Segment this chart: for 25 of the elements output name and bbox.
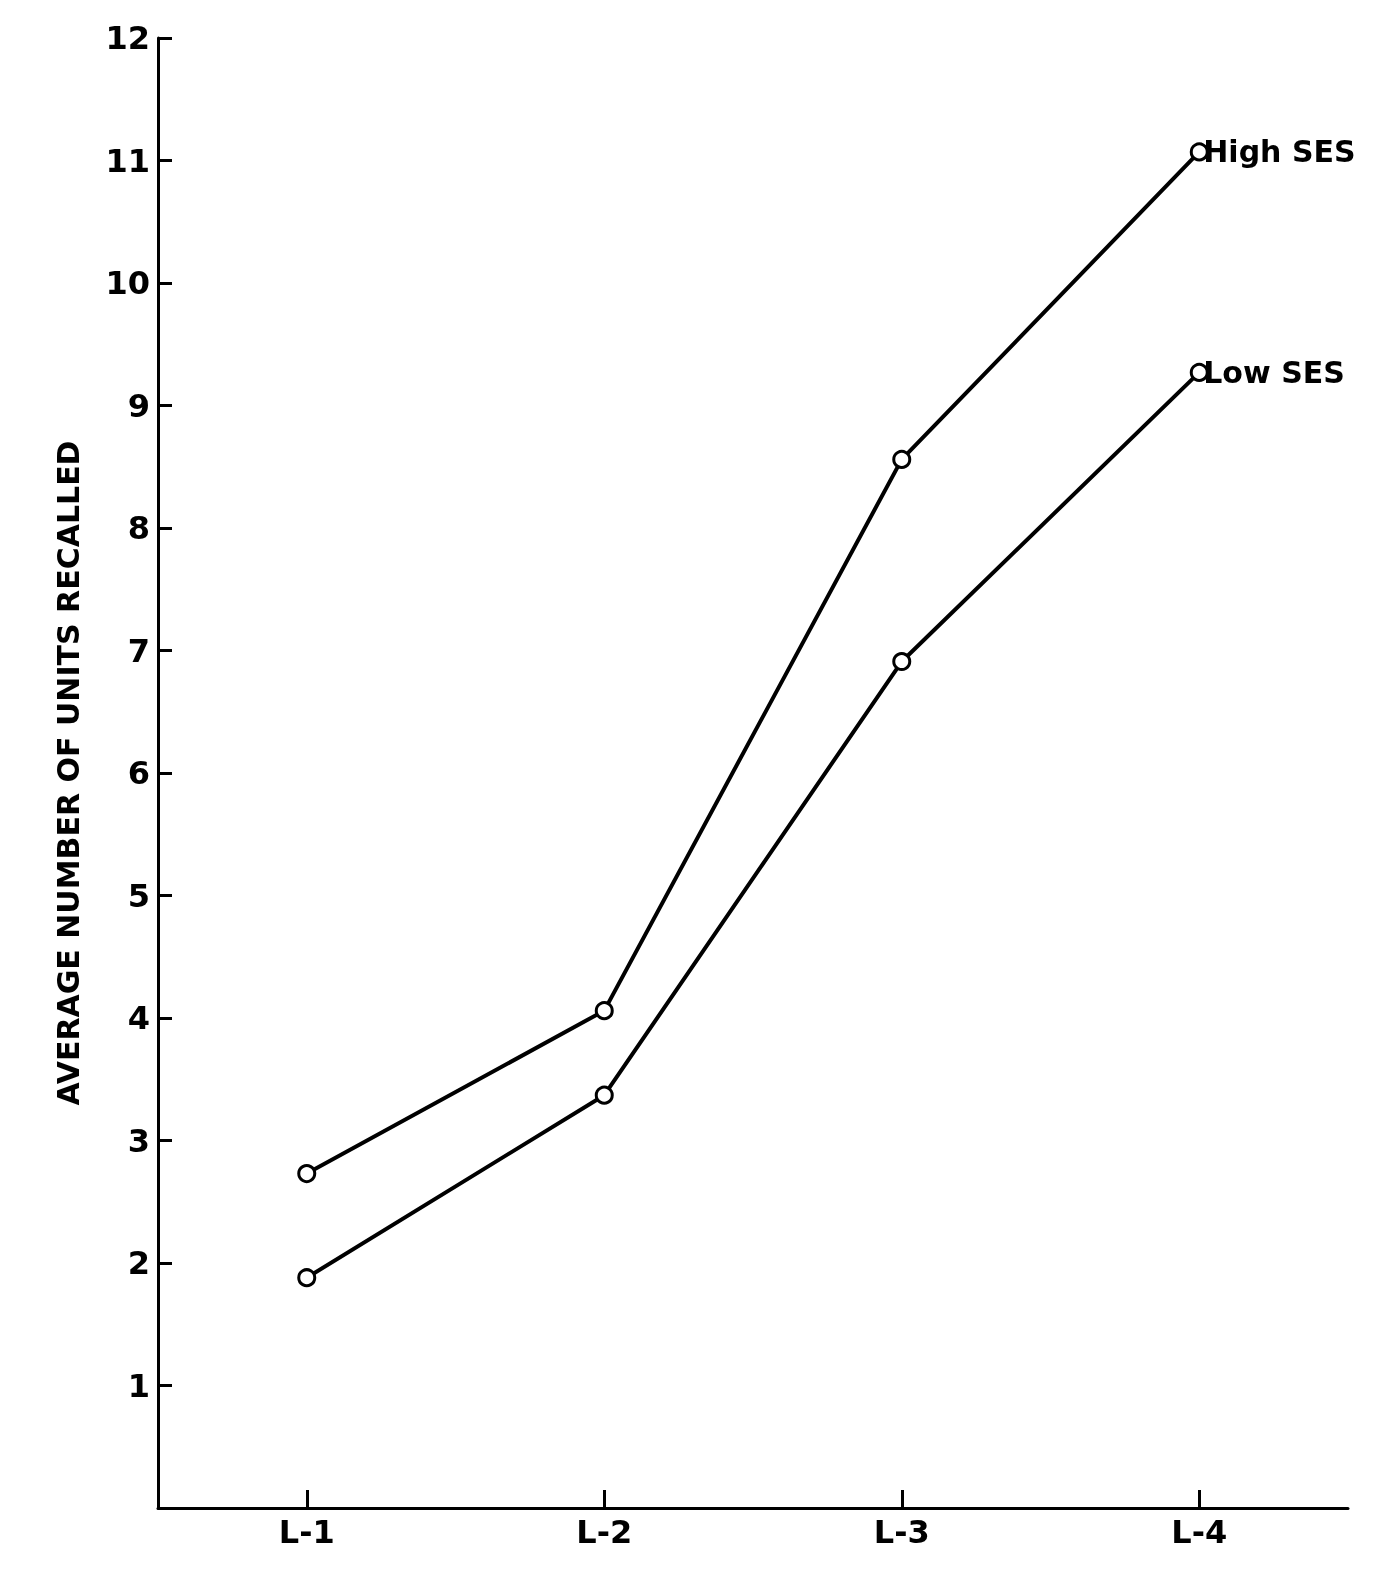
y-axis-title: AVERAGE NUMBER OF UNITS RECALLED <box>50 440 86 1106</box>
y-tick-label: 5 <box>127 876 150 915</box>
point <box>594 1001 614 1021</box>
y-tick-label: 3 <box>127 1121 150 1160</box>
point <box>892 449 912 469</box>
y-tick-label: 6 <box>127 754 150 792</box>
point <box>297 1268 317 1288</box>
x-tick-label: L-2 <box>576 1513 633 1551</box>
y-tick-label: 2 <box>127 1244 150 1282</box>
point <box>594 1085 614 1105</box>
y-tick-label: 9 <box>127 386 150 425</box>
y-tick-label: 12 <box>105 19 150 57</box>
x-tick-label: L-3 <box>873 1513 930 1551</box>
x-tick-label: L-1 <box>278 1513 335 1551</box>
y-tick-label: 1 <box>127 1366 150 1405</box>
y-tick-label: 11 <box>105 141 150 180</box>
x-tick-label: L-4 <box>1171 1513 1228 1551</box>
series-label: Low SES <box>1203 354 1345 390</box>
series-label: High SES <box>1203 134 1356 170</box>
y-tick-label: 10 <box>105 264 150 302</box>
y-tick-label: 8 <box>127 509 150 547</box>
point <box>892 652 912 672</box>
point <box>297 1164 317 1184</box>
y-tick-label: 4 <box>127 999 150 1037</box>
y-tick-label: 7 <box>127 631 150 670</box>
